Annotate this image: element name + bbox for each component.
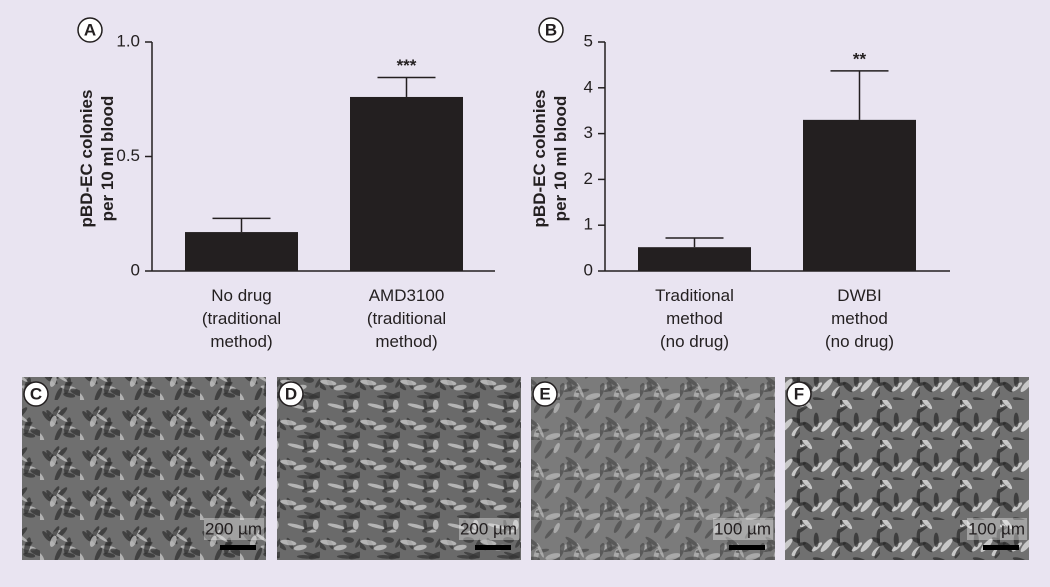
x-tick-label: AMD3100 (traditional method) <box>367 286 446 351</box>
panel-badge <box>786 381 812 407</box>
scale-label: 200 µm <box>460 519 517 538</box>
y-tick-label: 0 <box>584 260 593 279</box>
scale-label: 100 µm <box>714 519 771 538</box>
panel-label: B <box>545 20 557 39</box>
panel-badge <box>23 381 49 407</box>
significance-label: *** <box>397 56 417 75</box>
panel-badge <box>532 381 558 407</box>
y-tick-label: 4 <box>584 77 593 96</box>
y-tick-label: 5 <box>584 31 593 50</box>
x-tick-label: DWBI method (no drug) <box>825 286 894 351</box>
y-tick-label: 0 <box>131 260 140 279</box>
scale-label-bg <box>204 518 264 540</box>
micrograph <box>531 377 775 560</box>
panel-label: C <box>30 384 42 403</box>
y-tick-label: 0.5 <box>116 146 140 165</box>
panel-label: A <box>84 20 96 39</box>
scale-bar <box>983 545 1019 550</box>
y-tick-label: 1.0 <box>116 31 140 50</box>
y-axis-title: pBD-EC colonies per 10 ml blood <box>77 90 117 228</box>
micrograph <box>277 377 521 560</box>
scale-bar <box>220 545 256 550</box>
y-axis-title: pBD-EC colonies per 10 ml blood <box>530 90 570 228</box>
scale-label: 200 µm <box>205 519 262 538</box>
scale-label: 100 µm <box>968 519 1025 538</box>
panel-badge <box>77 17 103 43</box>
scale-label-bg <box>967 518 1027 540</box>
x-tick-label: No drug (traditional method) <box>202 286 281 351</box>
bar <box>803 119 916 271</box>
panel-label: D <box>285 384 297 403</box>
bar <box>638 247 751 271</box>
significance-label: ** <box>853 49 867 68</box>
scale-label-bg <box>713 518 773 540</box>
panel-badge <box>278 381 304 407</box>
panel-label: E <box>539 384 550 403</box>
y-tick-label: 1 <box>584 215 593 234</box>
panel-label: F <box>794 384 804 403</box>
bar <box>350 96 463 272</box>
bar <box>185 232 298 271</box>
scale-bar <box>475 545 511 550</box>
y-axis-title-group: pBD-EC colonies per 10 ml blood <box>530 90 570 228</box>
scale-label-bg <box>459 518 519 540</box>
scale-bar <box>729 545 765 550</box>
y-tick-label: 2 <box>584 169 593 188</box>
micrograph <box>22 377 266 560</box>
panel-badge <box>538 17 564 43</box>
micrograph <box>785 377 1029 560</box>
y-axis-title-group: pBD-EC colonies per 10 ml blood <box>77 90 117 228</box>
y-tick-label: 3 <box>584 123 593 142</box>
x-tick-label: Traditional method (no drug) <box>655 286 734 351</box>
